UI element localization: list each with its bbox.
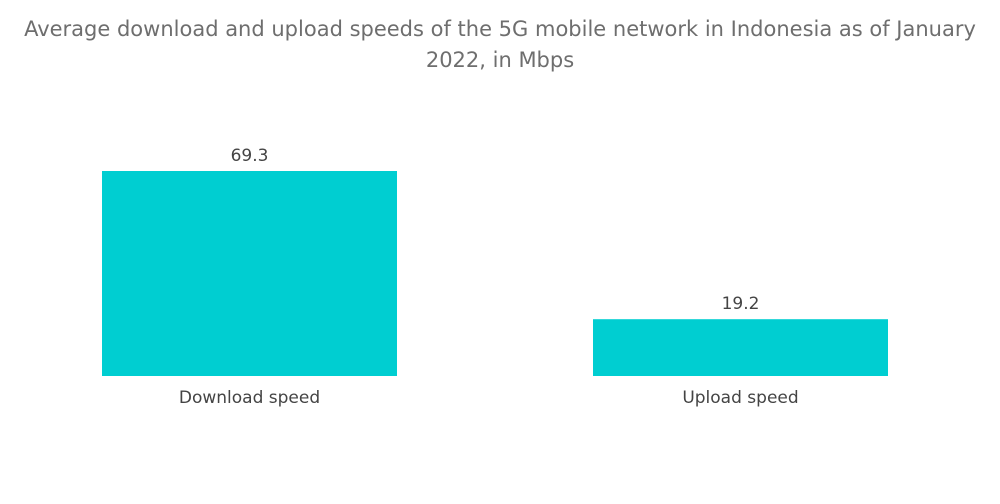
chart-title: Average download and upload speeds of th… xyxy=(24,17,976,72)
category-label-download-speed: Download speed xyxy=(179,388,320,408)
category-label-upload-speed: Upload speed xyxy=(682,388,798,408)
data-label-upload-speed: 19.2 xyxy=(722,294,760,314)
bar-download-speed xyxy=(102,171,397,376)
bar-upload-speed xyxy=(593,319,888,376)
data-label-download-speed: 69.3 xyxy=(231,146,269,166)
